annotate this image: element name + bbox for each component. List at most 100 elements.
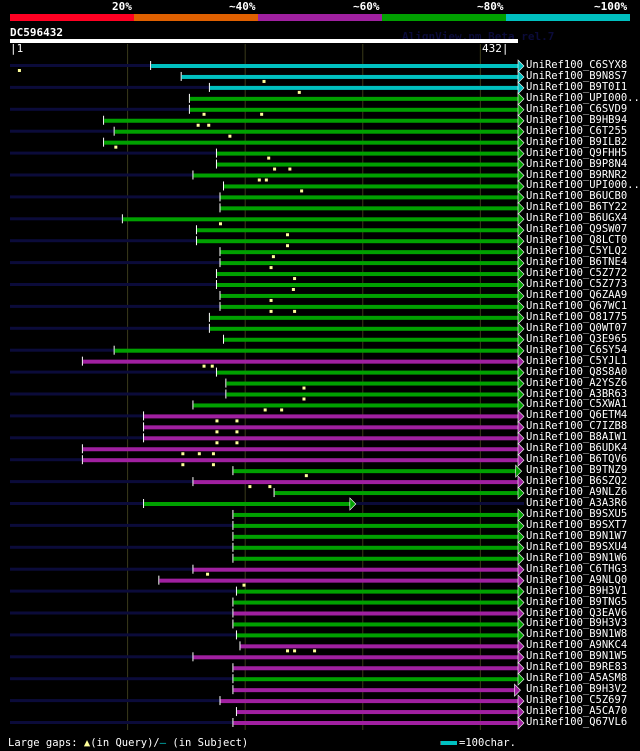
hit-label[interactable]: UniRef100_A5CA70: [526, 705, 628, 718]
hit-bar: [82, 359, 518, 364]
scale-label-100: ~100%: [594, 0, 628, 13]
hit-label[interactable]: UniRef100_A2YSZ6: [526, 376, 628, 389]
hit-label[interactable]: UniRef100_B9SXT7: [526, 518, 628, 531]
hit-bar: [233, 469, 516, 474]
hit-label[interactable]: UniRef100_B9RE83: [526, 661, 628, 674]
identity-color-bar: [10, 14, 630, 21]
hit-lead-line: [10, 304, 221, 308]
hit-start-tick: [180, 71, 182, 81]
hit-lead-line: [10, 370, 217, 374]
hit-label[interactable]: UniRef100_C6SY54: [526, 343, 628, 356]
hit-label[interactable]: UniRef100_B9TNZ9: [526, 464, 628, 477]
hit-start-tick: [232, 509, 234, 519]
hit-start-tick: [103, 137, 105, 147]
hit-label[interactable]: UniRef100_A3BR63: [526, 387, 628, 400]
hit-label[interactable]: UniRef100_B9N1W5: [526, 650, 628, 663]
hit-label[interactable]: UniRef100_A5ASM8: [526, 672, 628, 685]
hit-arrow-icon: [517, 595, 525, 610]
hit-label[interactable]: UniRef100_UPI000..: [526, 179, 640, 192]
hit-label[interactable]: UniRef100_C5Z773: [526, 278, 628, 290]
hit-label[interactable]: UniRef100_Q67VL6: [526, 716, 628, 728]
hit-arrow-icon: [517, 639, 525, 654]
hit-label[interactable]: UniRef100_Q9FHH5: [526, 146, 628, 159]
hit-label[interactable]: UniRef100_C6SVD9: [526, 102, 628, 115]
hit-arrow-icon: [517, 146, 525, 161]
hit-label[interactable]: UniRef100_Q3E965: [526, 332, 628, 345]
hit-label[interactable]: UniRef100_B9N1W7: [526, 529, 628, 542]
hit-label[interactable]: UniRef100_A9NLZ6: [526, 486, 628, 499]
hit-label[interactable]: UniRef100_B9H3V2: [526, 683, 628, 696]
hit-label[interactable]: UniRef100_C7IZB8: [526, 420, 628, 433]
hit-arrow-icon: [517, 311, 525, 325]
hit-arrow-icon: [517, 179, 525, 194]
hit-label[interactable]: UniRef100_Q6ETM4: [526, 409, 628, 422]
hit-label[interactable]: UniRef100_B9P8N4: [526, 157, 628, 170]
query-gap-icon: [248, 485, 252, 489]
hit-label[interactable]: UniRef100_C6SYX8: [526, 59, 628, 71]
hit-label[interactable]: UniRef100_Q3EAV6: [526, 606, 628, 619]
hit-label[interactable]: UniRef100_C5Z697: [526, 694, 628, 707]
hit-label[interactable]: UniRef100_B9H3V1: [526, 584, 628, 597]
hit-label[interactable]: UniRef100_B9ILB2: [526, 135, 628, 148]
query-gap-icon: [207, 123, 211, 127]
hit-label[interactable]: UniRef100_A9NKC4: [526, 639, 628, 652]
hit-bar: [233, 512, 519, 517]
hit-label[interactable]: UniRef100_B9H3V3: [526, 617, 628, 630]
query-gap-icon: [263, 408, 267, 412]
hit-label[interactable]: UniRef100_Q6ZAA9: [526, 288, 628, 301]
query-gap-icon: [235, 441, 239, 445]
hit-bar: [151, 64, 518, 68]
hit-label[interactable]: UniRef100_B9N8S7: [526, 69, 628, 82]
hit-label[interactable]: UniRef100_B9TNG5: [526, 595, 628, 608]
query-gap-icon: [242, 583, 246, 587]
hit-label[interactable]: UniRef100_Q9SW07: [526, 223, 628, 236]
hit-label[interactable]: UniRef100_Q67WC1: [526, 299, 628, 312]
hit-label[interactable]: UniRef100_A9NLQ0: [526, 573, 628, 586]
alignment-tracks: [10, 44, 525, 730]
query-gap-icon: [286, 649, 290, 653]
hit-label[interactable]: UniRef100_B6UCB0: [526, 190, 628, 203]
hit-label[interactable]: UniRef100_Q8LCT0: [526, 234, 628, 247]
hit-arrow-icon: [517, 486, 525, 500]
hit-start-tick: [223, 334, 225, 344]
hit-bar: [82, 447, 518, 452]
hit-label[interactable]: UniRef100_B6UDK4: [526, 442, 628, 455]
hit-label[interactable]: UniRef100_B9N1W6: [526, 551, 628, 564]
hit-label[interactable]: UniRef100_Q8S8A0: [526, 365, 628, 378]
hit-label[interactable]: UniRef100_C5YLQ2: [526, 245, 628, 258]
hit-label[interactable]: UniRef100_B9T0I1: [526, 80, 628, 93]
hit-lead-line: [10, 414, 145, 418]
hit-bar: [220, 304, 519, 309]
hit-bar: [144, 436, 519, 441]
hit-label[interactable]: UniRef100_B9HB94: [526, 113, 628, 126]
hit-label[interactable]: UniRef100_O81775: [526, 310, 628, 323]
hit-label[interactable]: UniRef100_B9RNR2: [526, 168, 628, 181]
hit-label[interactable]: UniRef100_C5YJL1: [526, 354, 628, 367]
hit-label[interactable]: UniRef100_B6TY22: [526, 201, 628, 214]
hit-label[interactable]: UniRef100_UPI000..: [526, 91, 640, 104]
hit-label[interactable]: UniRef100_A3A3R6: [526, 497, 628, 509]
hit-label[interactable]: UniRef100_Q0WT07: [526, 321, 628, 334]
hit-label[interactable]: UniRef100_B6SZQ2: [526, 475, 628, 488]
query-gap-icon: [114, 145, 118, 149]
hit-lead-line: [10, 217, 123, 221]
query-gap-icon: [304, 474, 308, 478]
hit-label[interactable]: UniRef100_B8AIW1: [526, 431, 628, 444]
hit-label[interactable]: UniRef100_B6TQV6: [526, 453, 628, 466]
hit-label[interactable]: UniRef100_B6TNE4: [526, 256, 628, 269]
hit-label[interactable]: UniRef100_C5XWA1: [526, 398, 628, 411]
query-bar: [10, 39, 518, 43]
hit-label[interactable]: UniRef100_B6UGX4: [526, 212, 628, 225]
hit-label[interactable]: UniRef100_C5Z772: [526, 267, 628, 280]
hit-bar: [233, 545, 519, 550]
query-gap-icon: [271, 255, 275, 259]
color-seg-80: [382, 14, 506, 21]
hit-label[interactable]: UniRef100_C6THG3: [526, 562, 628, 575]
hit-bar: [114, 129, 518, 134]
hit-label[interactable]: UniRef100_C6T255: [526, 124, 628, 137]
hit-label[interactable]: UniRef100_B9SXU5: [526, 507, 628, 520]
hit-label[interactable]: UniRef100_B9N1W8: [526, 628, 628, 641]
color-seg-40: [134, 14, 258, 21]
hit-label[interactable]: UniRef100_B9SXU4: [526, 540, 628, 553]
hit-start-tick: [232, 608, 234, 618]
